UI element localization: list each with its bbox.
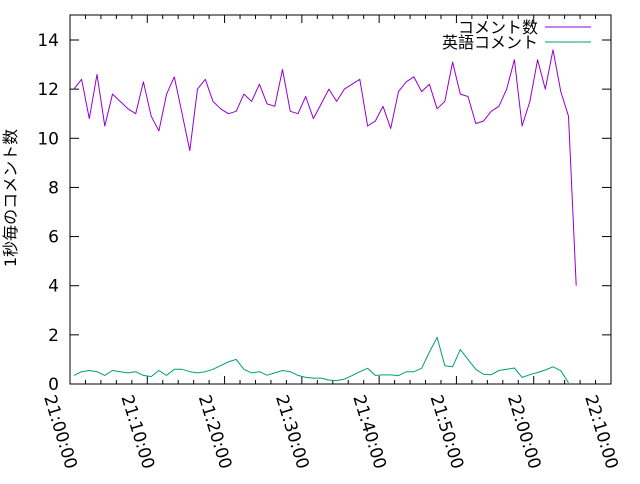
y-axis-title: 1秒毎のコメント数 [1,129,20,267]
series-line-english-comments [73,336,569,384]
plot-border [69,14,612,385]
x-tick-label: 21:10:00 [117,393,158,472]
y-tick-label: 2 [48,326,59,346]
series-line-comments [73,49,577,286]
x-tick-label: 22:10:00 [580,393,621,472]
y-tick-label: 12 [37,80,59,100]
x-tick-label: 22:00:00 [503,393,544,472]
legend-label: 英語コメント [442,33,538,52]
x-tick-label: 21:40:00 [348,393,389,472]
y-tick-label: 10 [37,129,59,149]
axis-ticks [69,15,612,385]
y-tick-label: 14 [37,31,59,51]
y-tick-label: 6 [48,228,59,248]
x-tick-label: 21:20:00 [194,393,235,472]
x-tick-label: 21:30:00 [271,393,312,472]
y-tick-label: 0 [48,375,59,395]
y-tick-label: 8 [48,178,59,198]
x-tick-label: 21:50:00 [426,393,467,472]
y-tick-label: 4 [48,277,59,297]
x-tick-label: 21:00:00 [39,393,80,472]
legend-label: コメント数 [458,18,538,37]
